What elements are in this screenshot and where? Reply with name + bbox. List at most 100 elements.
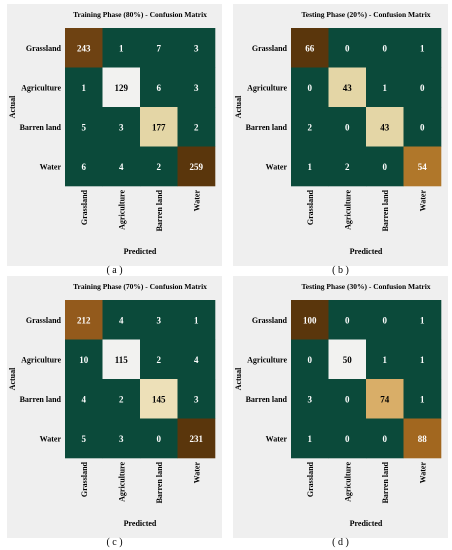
y-tick-label: Barren land (20, 123, 62, 132)
x-tick-label: Agriculture (343, 190, 352, 230)
heatmap-cell (177, 379, 216, 419)
cell-value: 1 (119, 43, 124, 53)
y-axis-label: Actual (234, 95, 243, 118)
panel-a: Training Phase (80%) - Confusion Matrix 2… (7, 4, 222, 266)
heatmap-cell (102, 300, 141, 340)
x-tick-label: Grassland (306, 461, 315, 497)
cell-value: 2 (119, 394, 124, 404)
heatmap-cell (291, 379, 329, 419)
heatmap-cell (403, 146, 442, 187)
cell-value: 50 (343, 355, 353, 365)
heatmap-cell (403, 339, 442, 380)
chart-title: Testing Phase (30%) - Confusion Matrix (301, 282, 430, 291)
heatmap-cell (140, 146, 178, 187)
confusion-matrix-b: Testing Phase (20%) - Confusion Matrix 66… (234, 10, 442, 256)
heatmap-cell (291, 67, 329, 108)
heatmap-cell (140, 107, 178, 147)
cell-value: 10 (79, 355, 89, 365)
cell-value: 5 (82, 122, 87, 132)
heatmap-cell (291, 146, 329, 187)
cell-value: 3 (157, 315, 162, 325)
cell-value: 177 (152, 122, 166, 132)
chart-title: Testing Phase (20%) - Confusion Matrix (301, 10, 430, 19)
heatmap-cell (403, 379, 442, 419)
y-tick-label: Water (266, 162, 288, 171)
x-tick-label: Agriculture (117, 462, 126, 502)
heatmap-cell (366, 67, 404, 108)
heatmap-cell (403, 107, 442, 147)
heatmap-cell (65, 28, 103, 68)
cell-value: 0 (308, 355, 313, 365)
heatmap-cell (65, 339, 103, 380)
x-tick-label: Grassland (80, 461, 89, 497)
heatmap-cell (366, 146, 404, 187)
y-tick-label: Agriculture (21, 355, 61, 364)
cell-value: 243 (77, 43, 91, 53)
heatmap-cell (328, 339, 367, 380)
cell-value: 0 (345, 122, 350, 132)
heatmap-cell (102, 28, 141, 68)
cell-value: 1 (420, 43, 425, 53)
cell-value: 1 (420, 394, 425, 404)
panel-label-b: ( b ) (332, 265, 349, 276)
x-tick-label: Agriculture (117, 190, 126, 230)
heatmap-cell (291, 28, 329, 68)
x-tick-label: Agriculture (343, 462, 352, 502)
cell-value: 1 (308, 434, 313, 444)
heatmap-cell (140, 28, 178, 68)
confusion-matrix-c: Training Phase (70%) - Confusion Matrix 2… (8, 282, 216, 528)
y-axis-label: Actual (8, 367, 17, 390)
heatmap-cell (140, 300, 178, 340)
cell-value: 259 (190, 162, 204, 172)
x-axis-label: Predicted (350, 519, 383, 528)
y-tick-label: Water (266, 434, 288, 443)
cell-value: 0 (383, 434, 388, 444)
cell-value: 3 (194, 394, 199, 404)
heatmap-cell (102, 67, 141, 108)
y-axis-label: Actual (8, 95, 17, 118)
x-axis-label: Predicted (350, 247, 383, 256)
cell-value: 4 (119, 315, 124, 325)
cell-value: 74 (380, 394, 390, 404)
heatmap-cell (177, 28, 216, 68)
x-tick-label: Barren land (381, 189, 390, 231)
heatmap-cell (328, 379, 367, 419)
cell-value: 1 (194, 315, 199, 325)
y-tick-label: Barren land (246, 395, 288, 404)
panel-d: Testing Phase (30%) - Confusion Matrix 10… (233, 276, 448, 538)
cell-value: 115 (115, 355, 129, 365)
cell-value: 1 (82, 83, 87, 93)
cell-value: 100 (303, 315, 317, 325)
chart-title: Training Phase (80%) - Confusion Matrix (73, 10, 207, 19)
y-tick-label: Water (40, 162, 62, 171)
heatmap-cell (65, 67, 103, 108)
heatmap-cell (366, 300, 404, 340)
heatmap-cell (177, 107, 216, 147)
cell-value: 0 (383, 315, 388, 325)
x-tick-label: Grassland (80, 189, 89, 225)
cell-value: 1 (383, 355, 388, 365)
heatmap-cell (328, 146, 367, 187)
y-tick-label: Grassland (252, 316, 288, 325)
cell-value: 0 (308, 83, 313, 93)
x-axis-label: Predicted (124, 519, 157, 528)
heatmap-cell (328, 67, 367, 108)
panel-label-d: ( d ) (332, 537, 349, 548)
cell-value: 1 (383, 83, 388, 93)
heatmap-cell (140, 339, 178, 380)
heatmap-cell (65, 146, 103, 187)
cell-value: 6 (82, 162, 87, 172)
cell-value: 2 (345, 162, 350, 172)
cell-value: 129 (115, 83, 129, 93)
heatmap-cell (328, 300, 367, 340)
y-tick-label: Grassland (26, 44, 62, 53)
heatmap-cell (102, 146, 141, 187)
cell-value: 3 (119, 434, 124, 444)
cell-value: 0 (345, 434, 350, 444)
heatmap-cell (328, 28, 367, 68)
heatmap-cell (328, 107, 367, 147)
heatmap-cell (140, 418, 178, 459)
heatmap-cell (140, 379, 178, 419)
cell-value: 7 (157, 43, 162, 53)
heatmap-cell (366, 379, 404, 419)
